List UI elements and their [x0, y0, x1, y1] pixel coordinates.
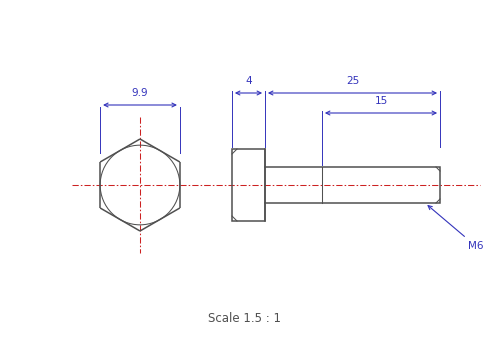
Text: 15: 15: [374, 96, 388, 106]
Text: Scale 1.5 : 1: Scale 1.5 : 1: [208, 312, 282, 324]
Text: 25: 25: [346, 76, 359, 86]
Text: 4: 4: [245, 76, 252, 86]
Text: 9.9: 9.9: [132, 88, 148, 98]
Bar: [265, 167, 440, 203]
Bar: [232, 149, 265, 221]
Text: M6: M6: [428, 205, 484, 251]
